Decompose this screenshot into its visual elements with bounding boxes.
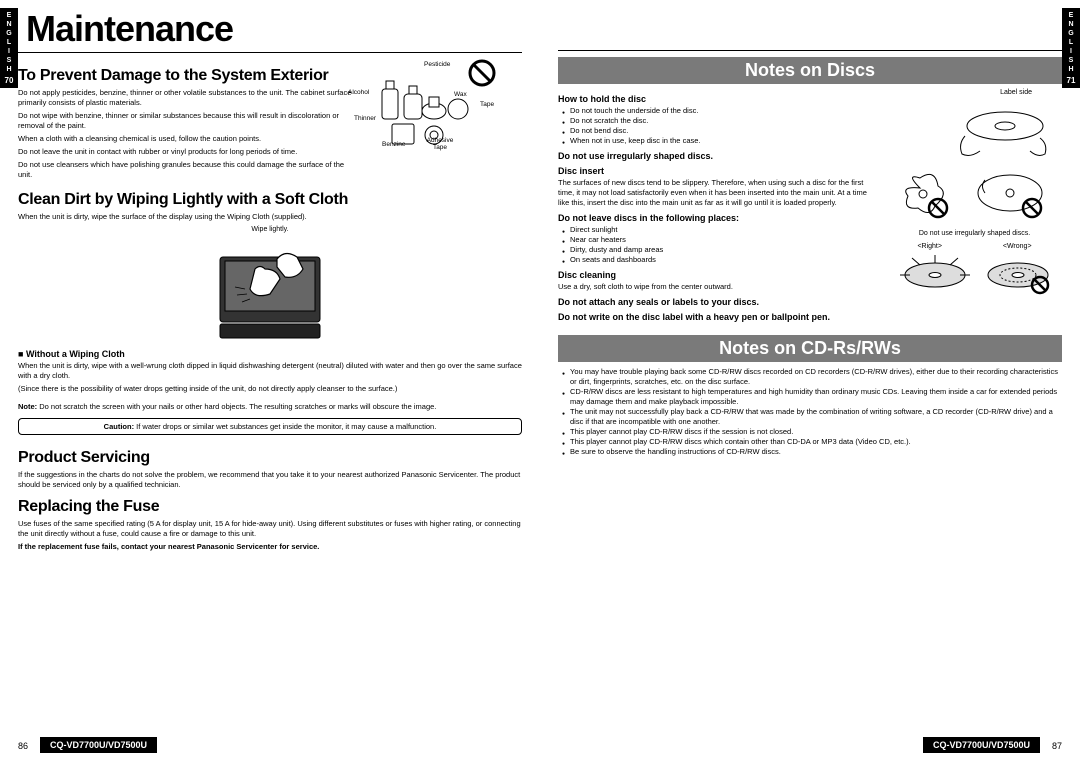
disc-illustrations: Label side Do xyxy=(887,89,1062,325)
rule-right xyxy=(558,50,1062,51)
side-tab-right: ENGLISH 71 xyxy=(1062,8,1080,88)
places-list: Direct sunlight Near car heaters Dirty, … xyxy=(562,225,877,265)
page-title: Maintenance xyxy=(26,8,522,50)
h-disc-clean: Disc cleaning xyxy=(558,270,877,280)
sec-prevent-damage: To Prevent Damage to the System Exterior xyxy=(18,67,354,85)
side-tab-left: ENGLISH 70 xyxy=(0,8,18,88)
page-num-bottom-left: 86 xyxy=(18,741,28,751)
bottles-illustration: Alcohol Pesticide Wax Tape Thinner Benzi… xyxy=(362,59,522,183)
banner-cdr: Notes on CD-Rs/RWs xyxy=(558,335,1062,362)
sec-servicing: Product Servicing xyxy=(18,449,522,467)
caution-box: Caution: If water drops or similar wet s… xyxy=(18,418,522,435)
rule xyxy=(18,52,522,53)
h-places: Do not leave discs in the following plac… xyxy=(558,213,877,223)
sec-fuse: Replacing the Fuse xyxy=(18,498,522,516)
right-page: ENGLISH 71 Notes on Discs How to hold th… xyxy=(540,0,1080,763)
side-page-num-left: 70 xyxy=(0,76,18,85)
page-num-bottom-right: 87 xyxy=(1052,741,1062,751)
h-disc-insert: Disc insert xyxy=(558,166,877,176)
left-page: ENGLISH 70 Maintenance To Prevent Damage… xyxy=(0,0,540,763)
banner-discs: Notes on Discs xyxy=(558,57,1062,84)
model-footer-left: CQ-VD7700U/VD7500U xyxy=(40,737,157,753)
sec-clean-dirt: Clean Dirt by Wiping Lightly with a Soft… xyxy=(18,191,522,209)
hold-list: Do not touch the underside of the disc. … xyxy=(562,106,877,146)
h-hold-disc: How to hold the disc xyxy=(558,94,877,104)
wipe-illustration xyxy=(205,239,335,344)
model-footer-right: CQ-VD7700U/VD7500U xyxy=(923,737,1040,753)
cdr-list: You may have trouble playing back some C… xyxy=(562,367,1062,457)
sub-without-cloth: Without a Wiping Cloth xyxy=(18,349,522,359)
side-page-num-right: 71 xyxy=(1062,76,1080,85)
